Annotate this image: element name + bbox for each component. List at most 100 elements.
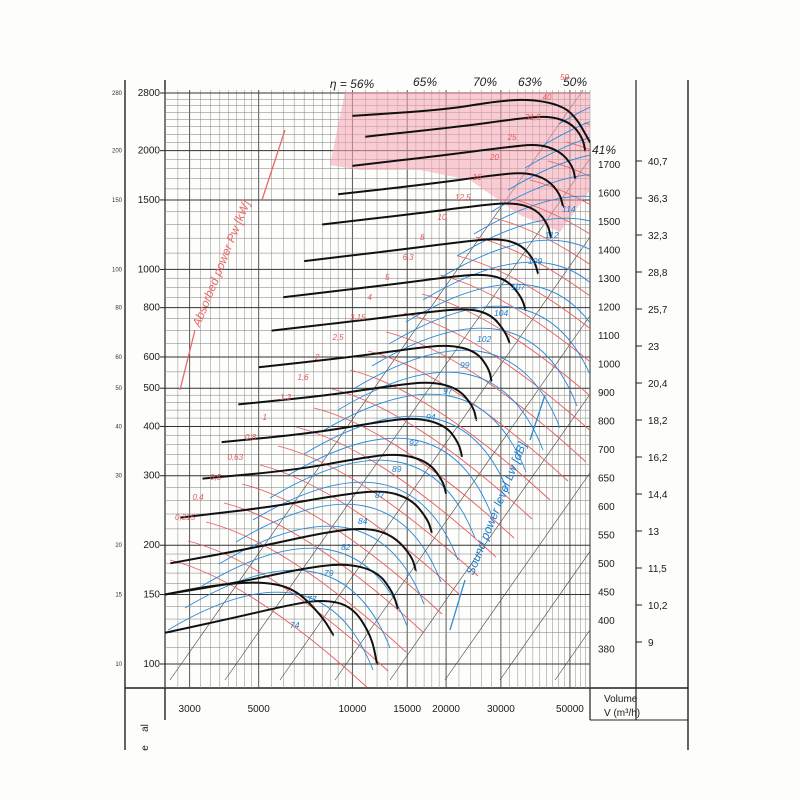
diagonal-grid-line (279, 236, 590, 681)
pressure-small-tick-label: 80 (115, 306, 122, 312)
sound-line (405, 283, 590, 324)
diagonal-grid-line (554, 629, 590, 681)
x-axis-label: Volume (604, 694, 638, 705)
power-line (367, 350, 569, 482)
x-tick-label: 20000 (432, 704, 460, 715)
speed-tick-label: 380 (598, 645, 615, 656)
power-lines (169, 122, 590, 687)
power-value-label: 0,8 (245, 433, 257, 442)
pressure-small-tick-label: 200 (112, 149, 123, 155)
efficiency-label: 63% (518, 75, 542, 89)
power-line (277, 445, 479, 577)
power-value-label: 8 (420, 233, 425, 242)
speed-tick-label: 1500 (598, 217, 621, 228)
power-value-label: 40 (543, 93, 552, 102)
sound-line (269, 459, 476, 539)
power-value-label: 0,4 (193, 493, 205, 502)
velocity-tick-label: 14,4 (648, 490, 668, 501)
sound-value-label: 79 (324, 568, 334, 578)
sound-value-label: 104 (494, 308, 508, 318)
power-line (169, 559, 368, 687)
speed-tick-label: 400 (598, 616, 615, 627)
speed-tick-label: 1200 (598, 303, 621, 314)
power-value-label: 10 (438, 213, 447, 222)
velocity-tick-label: 18,2 (648, 416, 668, 427)
pressure-tick-label: 300 (143, 471, 160, 482)
speed-curve-800 (258, 344, 493, 383)
speed-tick-label: 1400 (598, 246, 621, 257)
pressure-tick-label: 1500 (138, 195, 161, 206)
speed-curves (165, 98, 590, 665)
pressure-tick-label: 2000 (138, 146, 161, 157)
power-arrow-up (261, 129, 286, 201)
power-value-label: 1 (263, 413, 267, 422)
velocity-tick-label: 16,2 (648, 453, 668, 464)
velocity-tick-label: 32,3 (648, 231, 668, 242)
left-edge-label: al (140, 724, 151, 732)
velocity-tick-label: 11,5 (648, 564, 667, 575)
pressure-small-tick-label: 100 (112, 267, 123, 273)
efficiency-label: 70% (473, 75, 497, 89)
sound-line (320, 393, 527, 473)
pressure-tick-label: 400 (143, 421, 160, 432)
sound-line (201, 547, 408, 627)
speed-curve-400 (165, 599, 379, 665)
sound-value-label: 92 (409, 438, 419, 448)
speed-curve-500 (170, 527, 417, 573)
sound-value-label: 82 (341, 542, 351, 552)
sound-line (524, 137, 590, 169)
power-line (349, 369, 551, 501)
power-line (493, 217, 590, 266)
sound-value-label: 74 (290, 620, 300, 630)
power-line (331, 388, 533, 520)
power-axis-title: Absorbed power Pw [kW] (189, 198, 253, 330)
sound-value-label: 89 (392, 464, 402, 474)
diagonal-grid-line (334, 315, 590, 681)
sound-value-label: 77 (307, 594, 317, 604)
x-tick-label: 5000 (248, 704, 271, 715)
pressure-tick-label: 600 (143, 352, 160, 363)
power-value-label: 4 (368, 293, 373, 302)
sound-value-label: 84 (358, 516, 368, 526)
x-axis-unit: V (m³/h) (604, 708, 640, 719)
speed-tick-label: 1600 (598, 189, 621, 200)
power-value-label: 2,5 (332, 333, 345, 342)
power-value-label: 12,5 (455, 193, 471, 202)
speed-curve-1300 (337, 172, 565, 208)
speed-curve-600 (202, 453, 448, 495)
power-value-label: 31,5 (525, 113, 541, 122)
sound-line (337, 371, 544, 451)
power-value-label: 2 (314, 353, 320, 362)
power-line (457, 255, 590, 330)
pressure-tick-label: 200 (143, 540, 160, 551)
power-line (313, 407, 515, 539)
sound-value-label: 114 (562, 204, 576, 214)
power-value-label: 0,63 (228, 453, 244, 462)
diagonal-grid-line (444, 472, 590, 681)
power-line (187, 540, 389, 672)
left-edge-label: e (140, 745, 151, 751)
sound-line (252, 481, 459, 561)
power-value-label: 5 (385, 273, 390, 282)
speed-curve-1400 (352, 144, 577, 179)
sound-line (541, 121, 590, 147)
speed-curve-1500 (365, 115, 587, 152)
power-line (565, 141, 590, 151)
pressure-small-tick-label: 10 (115, 662, 122, 668)
pressure-small-tick-label: 60 (115, 355, 122, 361)
x-tick-label: 10000 (338, 704, 366, 715)
power-line (547, 160, 590, 177)
speed-curve-550 (180, 490, 433, 534)
sound-value-label: 99 (460, 360, 470, 370)
pressure-tick-label: 150 (143, 590, 160, 601)
sound-line (371, 327, 578, 407)
sound-value-label: 107 (511, 282, 525, 292)
speed-curve-650 (221, 417, 463, 458)
power-value-label: 20 (489, 153, 499, 162)
speed-tick-label: 1700 (598, 160, 621, 171)
sound-arrow-up (529, 394, 546, 441)
velocity-tick-label: 13 (648, 527, 660, 538)
diagonal-grid-line (389, 393, 590, 681)
